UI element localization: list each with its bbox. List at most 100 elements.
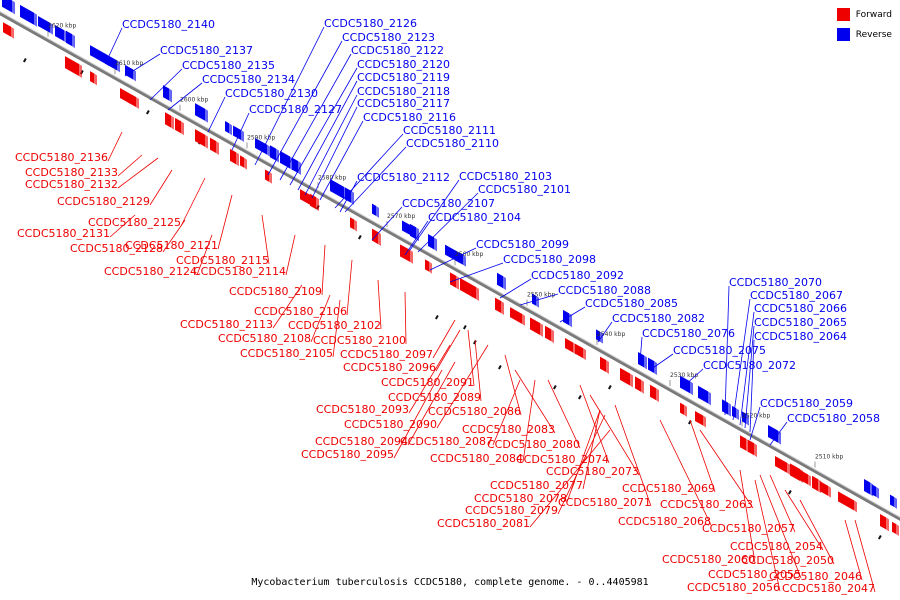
gene-side: [351, 190, 354, 205]
gene-label: CCDC5180_2124: [104, 265, 197, 278]
leader-line: [732, 298, 751, 421]
leader-line: [279, 53, 352, 181]
reverse-gene-block: [125, 64, 136, 82]
tick-label: 2540 kbp: [597, 331, 625, 338]
forward-gene-block: [838, 491, 857, 513]
gene-label: CCDC5180_2094: [315, 435, 408, 448]
gene-label: CCDC5180_2119: [357, 71, 450, 84]
leader-line: [684, 368, 704, 386]
leader-line: [784, 489, 824, 551]
tick-label: 2560 kbp: [455, 251, 483, 258]
gene-face: [890, 494, 894, 507]
legend: Forward Reverse: [836, 8, 892, 48]
forward-gene-block: [90, 71, 97, 86]
forward-gene-block: [230, 148, 239, 167]
leader-line: [107, 27, 123, 59]
gene-side: [736, 408, 739, 421]
reverse-gene-block: [864, 478, 873, 497]
gene-face: [66, 30, 72, 47]
gene-side: [808, 474, 811, 487]
gene-label: CCDC5180_2109: [229, 285, 322, 298]
forward-gene-block: [350, 217, 357, 232]
reverse-gene-block: [225, 121, 232, 136]
tick-label: 2530 kbp: [670, 372, 698, 379]
gene-side: [244, 157, 247, 170]
gene-face: [233, 125, 241, 140]
gene-face: [820, 481, 828, 496]
gene-label: CCDC5180_2097: [340, 348, 433, 361]
gene-label: CCDC5180_2112: [357, 171, 450, 184]
gene-side: [606, 360, 609, 375]
gene-face: [195, 103, 205, 121]
gene-label: CCDC5180_2110: [406, 137, 499, 150]
forward-gene-block: [530, 317, 543, 337]
gene-side: [503, 276, 506, 291]
forward-gene-block: [620, 367, 633, 388]
forward-gene-block: [635, 376, 644, 394]
gene-label: CCDC5180_2093: [316, 403, 409, 416]
gene-face: [20, 4, 34, 25]
gene-side: [569, 313, 572, 328]
leader-line: [334, 133, 404, 209]
gene-label: CCDC5180_2128: [70, 242, 163, 255]
leader-line: [346, 259, 353, 316]
gene-face: [372, 203, 376, 216]
tick-label: 2610 kbp: [115, 60, 143, 67]
gene-side: [463, 254, 466, 267]
gene-face: [748, 439, 754, 456]
gene-label: CCDC5180_2125: [88, 216, 181, 229]
gene-side: [236, 152, 239, 167]
gene-side: [429, 261, 432, 274]
leader-line: [579, 384, 610, 464]
leader-line: [639, 336, 643, 363]
forward-gene-block: [470, 283, 479, 302]
gene-face: [532, 293, 536, 306]
gene-face: [545, 325, 551, 342]
feature-mark: [435, 315, 439, 320]
gene-label: CCDC5180_2096: [343, 361, 436, 374]
gene-label: CCDC5180_2046: [769, 570, 862, 583]
gene-side: [641, 379, 644, 394]
leader-line: [749, 406, 761, 441]
gene-label: CCDC5180_2055: [708, 568, 801, 581]
gene-face: [90, 71, 94, 84]
gene-face: [163, 85, 169, 101]
gene-label: CCDC5180_2068: [618, 515, 711, 528]
gene-side: [117, 60, 120, 73]
tick-label: 2510 kbp: [815, 453, 843, 460]
leader-line: [754, 479, 781, 592]
gene-label: CCDC5180_2081: [437, 517, 530, 530]
forward-gene-block: [210, 137, 219, 155]
reverse-gene-block: [345, 187, 354, 205]
reverse-gene-block: [233, 125, 244, 142]
gene-face: [402, 220, 410, 235]
leader-line: [769, 474, 796, 533]
gene-label: CCDC5180_2101: [478, 183, 571, 196]
gene-label: CCDC5180_2102: [288, 319, 381, 332]
gene-label: CCDC5180_2077: [490, 479, 583, 492]
gene-face: [635, 376, 641, 392]
forward-gene-block: [800, 470, 811, 487]
feature-mark: [498, 364, 502, 370]
reverse-gene-block: [292, 157, 301, 176]
gene-side: [728, 402, 731, 417]
genome-caption: Mycobacterium tuberculosis CCDC5180, com…: [251, 577, 649, 588]
gene-face: [497, 272, 503, 289]
reverse-gene-block: [680, 375, 693, 396]
gene-face: [345, 187, 351, 203]
leader-line: [289, 67, 358, 186]
gene-side: [501, 301, 504, 316]
gene-face: [3, 22, 11, 37]
gene-side: [630, 373, 633, 388]
gene-side: [656, 388, 659, 403]
forward-gene-block: [565, 338, 576, 355]
leader-line: [149, 68, 183, 101]
leader-line: [514, 369, 556, 434]
reverse-gene-block: [532, 293, 539, 308]
gene-label: CCDC5180_2089: [388, 391, 481, 404]
gene-side: [269, 171, 272, 184]
leader-line: [417, 192, 479, 253]
reverse-gene-block: [163, 85, 172, 103]
tick-label: 2550 kbp: [527, 292, 555, 299]
leader-line: [344, 146, 407, 213]
